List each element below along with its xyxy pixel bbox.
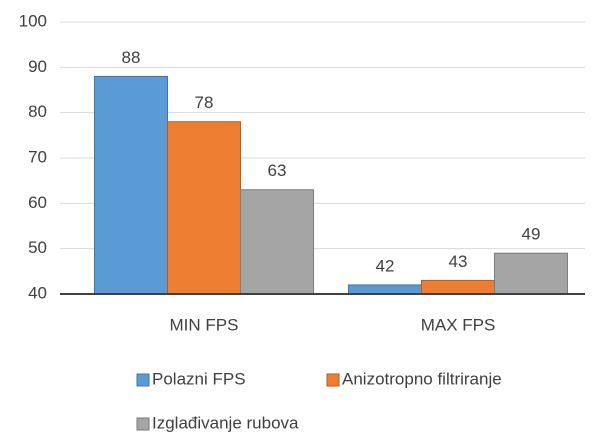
x-tick-label: MAX FPS — [421, 315, 496, 334]
y-tick-label: 60 — [28, 193, 47, 212]
legend-label: Izglađivanje rubova — [152, 413, 299, 432]
bar — [348, 284, 422, 295]
y-tick-label: 70 — [28, 147, 47, 166]
legend-label: Anizotropno filtriranje — [342, 369, 502, 388]
y-tick-label: 80 — [28, 102, 47, 121]
data-label: 63 — [268, 161, 287, 180]
legend-label: Polazni FPS — [152, 369, 246, 388]
data-label: 78 — [195, 93, 214, 112]
x-tick-label: MIN FPS — [170, 315, 239, 334]
y-tick-label: 40 — [28, 283, 47, 302]
y-tick-label: 100 — [19, 11, 47, 30]
y-tick-label: 90 — [28, 57, 47, 76]
legend-swatch — [326, 373, 340, 387]
legend-swatch — [136, 417, 150, 431]
data-label: 43 — [449, 252, 468, 271]
bar — [167, 121, 241, 295]
y-tick-label: 50 — [28, 238, 47, 257]
legend-swatch — [136, 373, 150, 387]
bar — [421, 279, 495, 295]
data-label: 88 — [122, 48, 141, 67]
bar — [494, 252, 568, 295]
bar — [240, 189, 314, 295]
data-label: 49 — [522, 225, 541, 244]
bar — [94, 75, 168, 295]
data-label: 42 — [376, 256, 395, 275]
